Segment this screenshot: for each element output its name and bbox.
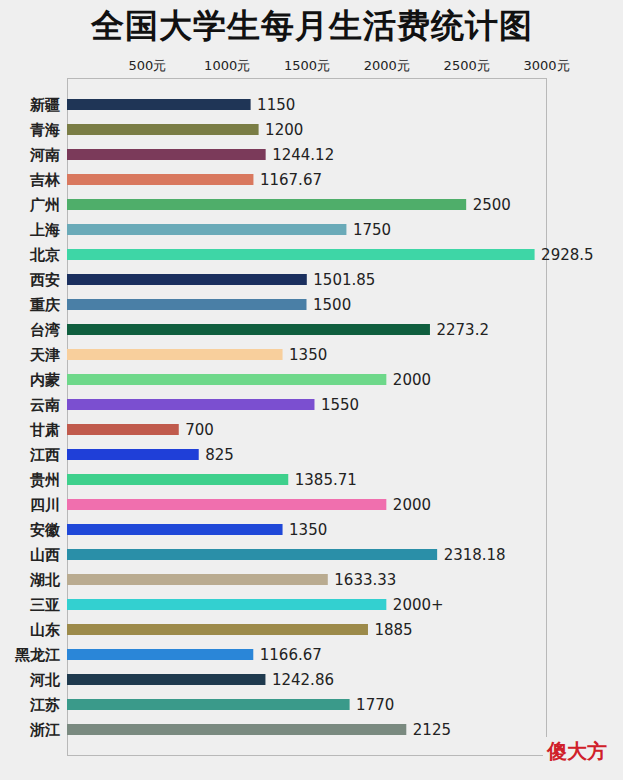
html-text:全国大学生每月生活费统计图: 全国大学生每月生活费统计图 (90, 6, 533, 45)
svg-text:青海: 青海 (29, 121, 60, 139)
svg-text:山东: 山东 (30, 621, 60, 639)
svg-text:西安: 西安 (29, 271, 60, 289)
svg-text:2000: 2000 (393, 496, 431, 514)
svg-text:1633.33: 1633.33 (334, 571, 396, 589)
svg-text:3000元: 3000元 (523, 58, 569, 73)
svg-text:1885: 1885 (374, 621, 412, 639)
svg-text:湖北: 湖北 (29, 571, 61, 589)
svg-text:1242.86: 1242.86 (272, 671, 334, 689)
svg-text:安徽: 安徽 (30, 521, 61, 539)
svg-text:河南: 河南 (29, 146, 60, 164)
svg-text:1750: 1750 (353, 221, 391, 239)
svg-text:上海: 上海 (29, 221, 60, 239)
svg-text:1200: 1200 (265, 121, 303, 139)
svg-text:河北: 河北 (29, 671, 61, 689)
svg-text:1350: 1350 (289, 346, 327, 364)
svg-text:2318.18: 2318.18 (444, 546, 506, 564)
svg-text:1501.85: 1501.85 (313, 271, 375, 289)
svg-text:2000元: 2000元 (364, 58, 410, 73)
svg-text:内蒙: 内蒙 (30, 371, 60, 389)
html-text:傻大方: 傻大方 (547, 739, 607, 763)
svg-text:2500: 2500 (473, 196, 511, 214)
svg-text:天津: 天津 (29, 346, 60, 364)
svg-text:江苏: 江苏 (29, 696, 60, 714)
svg-text:1550: 1550 (321, 396, 359, 414)
svg-text:1770: 1770 (356, 696, 394, 714)
svg-text:云南: 云南 (30, 396, 60, 414)
svg-text:1350: 1350 (289, 521, 327, 539)
svg-text:1167.67: 1167.67 (260, 171, 322, 189)
svg-text:2000: 2000 (393, 371, 431, 389)
svg-text:500元: 500元 (128, 58, 166, 73)
svg-text:山西: 山西 (30, 546, 60, 564)
svg-text:北京: 北京 (29, 246, 60, 264)
svg-text:1150: 1150 (257, 96, 295, 114)
svg-text:1500元: 1500元 (284, 58, 330, 73)
svg-text:吉林: 吉林 (29, 171, 61, 189)
svg-text:台湾: 台湾 (30, 321, 60, 339)
svg-text:1244.12: 1244.12 (272, 146, 334, 164)
svg-text:2000+: 2000+ (393, 596, 444, 614)
svg-text:江西: 江西 (29, 446, 60, 464)
svg-text:四川: 四川 (30, 496, 60, 514)
svg-text:贵州: 贵州 (29, 471, 60, 489)
svg-text:甘肃: 甘肃 (29, 421, 60, 439)
svg-text:2500元: 2500元 (444, 58, 490, 73)
svg-text:1166.67: 1166.67 (260, 646, 322, 664)
svg-text:新疆: 新疆 (29, 96, 60, 114)
svg-text:1385.71: 1385.71 (295, 471, 357, 489)
svg-text:2125: 2125 (413, 721, 451, 739)
svg-text:1000元: 1000元 (204, 58, 250, 73)
svg-text:黑龙江: 黑龙江 (14, 646, 60, 664)
svg-text:三亚: 三亚 (30, 596, 60, 614)
svg-text:广州: 广州 (29, 196, 60, 214)
svg-text:重庆: 重庆 (29, 296, 60, 314)
svg-text:1500: 1500 (313, 296, 351, 314)
svg-text:2273.2: 2273.2 (436, 321, 489, 339)
svg-text:浙江: 浙江 (29, 721, 60, 739)
svg-text:700: 700 (185, 421, 214, 439)
svg-text:2928.5: 2928.5 (541, 246, 594, 264)
svg-text:825: 825 (205, 446, 234, 464)
